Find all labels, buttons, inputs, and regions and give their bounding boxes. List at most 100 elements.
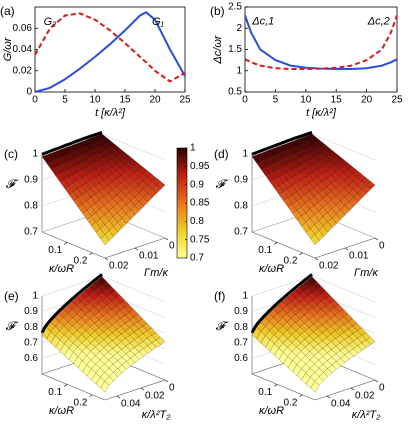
- box-edge: [251, 373, 316, 401]
- z-tick-label: 0.7: [234, 337, 248, 348]
- x-tick: [274, 384, 278, 387]
- x-axis-label: t [κ/λ²]: [306, 107, 337, 119]
- y-tick-label: 0.04: [121, 399, 141, 410]
- z-tick-label: 1: [32, 149, 38, 160]
- surface-panel: 0.7 0.8 0.9 1 0.1 0.2 0 0.01 0.02 κ/ωR Γm/κ 𝓕 (c): [4, 130, 175, 279]
- box-edge: [41, 373, 106, 401]
- y-tick: [134, 247, 139, 251]
- z-axis-label: 𝓕: [6, 177, 19, 191]
- x-tick-label: 20: [361, 95, 373, 106]
- x-tick-label: 5: [273, 95, 279, 106]
- y-tick-label: 0.04: [13, 44, 33, 55]
- z-tick-label: 0.7: [24, 337, 38, 348]
- ideal-edge: [251, 130, 313, 156]
- x-tick: [89, 394, 93, 398]
- y-tick-label: 0.02: [319, 261, 339, 272]
- z-tick-label: 1: [242, 291, 248, 302]
- x-tick-label: 0: [32, 95, 38, 106]
- y-tick-label: 0.02: [145, 391, 165, 402]
- x-tick-label: 0.1: [48, 245, 62, 256]
- z-tick-label: 0.9: [234, 175, 248, 186]
- y-axis-label: κ/λ²T₂: [352, 409, 381, 421]
- x-tick-label: 0.1: [48, 387, 62, 398]
- x-tick-label: 0: [242, 95, 248, 106]
- y-tick-label: 0.02: [13, 65, 33, 76]
- y-tick-label: 0: [379, 241, 385, 252]
- x-tick-label: 5: [62, 95, 68, 106]
- surface-panel: 0.6 0.7 0.8 0.9 1 0.1 0.2 0 0.02 0.04 κ/ωR κ/λ²T₂ 𝓕 (…: [4, 273, 175, 421]
- y-axis-label: Γm/κ: [144, 267, 168, 279]
- series-annotation: Δc,1: [251, 15, 274, 27]
- y-tick-label: 1: [236, 65, 242, 76]
- x-tick: [64, 242, 68, 245]
- z-axis-label: 𝓕: [6, 319, 19, 333]
- y-tick: [164, 237, 169, 241]
- y-tick-label: 0: [169, 241, 175, 252]
- y-tick: [326, 395, 331, 399]
- ideal-edge: [40, 273, 103, 334]
- series-line: [244, 15, 398, 70]
- z-tick-label: 0.9: [24, 175, 38, 186]
- surface-patch: [310, 234, 320, 246]
- series-annotation: Δc,2: [367, 15, 390, 27]
- y-tick: [314, 257, 319, 261]
- colorbar-tick-label: 0.75: [190, 234, 210, 245]
- panel-label: (d): [214, 147, 229, 161]
- panel-label: (e): [4, 289, 19, 303]
- x-tick-label: 0.2: [283, 255, 297, 266]
- x-tick-label: 0.2: [283, 397, 297, 408]
- x-tick-label: 0.2: [73, 397, 87, 408]
- y-axis-label: Δc/ωr: [212, 34, 224, 65]
- z-tick-label: 0.8: [234, 201, 248, 212]
- z-tick-label: 0.8: [24, 322, 38, 333]
- z-tick-label: 0.6: [24, 353, 38, 364]
- x-tick: [89, 252, 93, 256]
- ideal-edge: [41, 130, 103, 156]
- colorbar-tick-label: 1: [190, 143, 196, 154]
- surface-panel: 0.7 0.8 0.9 1 0.1 0.2 0 0.01 0.02 κ/ωR Γm/κ 𝓕 (d): [214, 130, 385, 279]
- y-tick: [374, 237, 379, 241]
- y-tick-label: 0.01: [139, 251, 159, 262]
- colorbar-tick-label: 0.8: [190, 216, 204, 227]
- z-tick-label: 0.6: [234, 353, 248, 364]
- y-tick: [344, 247, 349, 251]
- series-line: [34, 12, 186, 83]
- x-tick-label: 10: [300, 95, 312, 106]
- box-edge: [104, 379, 166, 401]
- surface-patch: [100, 234, 110, 246]
- panel-label: (a): [0, 4, 15, 18]
- y-axis-label: κ/λ²T₂: [142, 409, 171, 421]
- y-tick-label: 2.5: [228, 2, 242, 13]
- z-tick-label: 1: [32, 291, 38, 302]
- box-edge: [251, 231, 316, 259]
- series-annotation: G₁: [152, 16, 165, 28]
- z-tick-label: 0.7: [234, 227, 248, 238]
- z-tick-label: 0.9: [234, 306, 248, 317]
- x-axis-label: t [κ/λ²]: [95, 107, 126, 119]
- y-tick: [374, 379, 379, 383]
- x-tick-label: 20: [149, 95, 161, 106]
- y-tick-label: 0.01: [349, 251, 369, 262]
- z-axis-label: 𝓕: [216, 177, 229, 191]
- x-tick-label: 15: [119, 95, 131, 106]
- z-tick-label: 0.8: [234, 322, 248, 333]
- box-edge: [314, 379, 376, 401]
- panel-label: (c): [4, 147, 18, 161]
- colorbar-tick-label: 0.7: [190, 253, 204, 264]
- x-tick-label: 25: [179, 95, 191, 106]
- x-tick: [299, 394, 303, 398]
- y-axis-label: G/ωr: [2, 36, 14, 61]
- y-tick-label: 0: [379, 383, 385, 394]
- y-tick-label: 0.06: [13, 23, 33, 34]
- z-tick-label: 0.9: [24, 306, 38, 317]
- y-tick: [350, 387, 355, 391]
- box-edge: [41, 231, 106, 259]
- y-tick-label: 0: [169, 383, 175, 394]
- z-tick-label: 0.7: [24, 227, 38, 238]
- x-axis-label: κ/ωR: [49, 263, 74, 275]
- z-tick-label: 0.8: [24, 201, 38, 212]
- x-tick-label: 25: [391, 95, 403, 106]
- series-line: [244, 15, 398, 70]
